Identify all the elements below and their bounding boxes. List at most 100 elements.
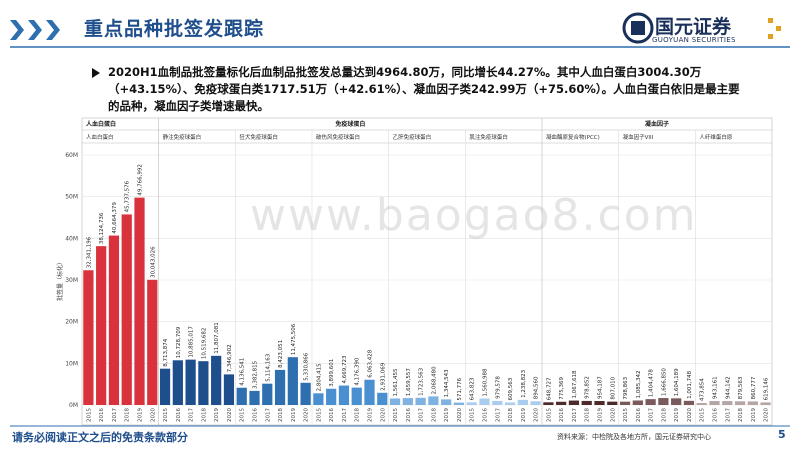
series-name: 乙肝免疫球蛋白 [393, 133, 432, 141]
x-tick-label: 2019 [444, 408, 450, 422]
series-name: 破伤风免疫球蛋白 [316, 133, 360, 141]
data-label: 8,423,051 [278, 340, 284, 368]
data-label: 894,560 [534, 376, 540, 399]
bar [159, 368, 171, 405]
bar [479, 398, 490, 405]
data-label: 6,063,428 [368, 349, 374, 377]
data-label: 798,863 [623, 376, 629, 399]
bar [619, 401, 631, 405]
bar [364, 379, 375, 405]
bar [274, 369, 286, 405]
source: 资料来源：中检院及各地方所，国元证券研究中心 [557, 433, 711, 441]
bar [211, 355, 222, 405]
bar [262, 383, 273, 405]
x-tick-label: 2018 [355, 408, 361, 422]
data-label: 978,852 [585, 376, 591, 399]
bar [83, 270, 94, 405]
data-label: 1,666,850 [661, 368, 667, 396]
bar [453, 402, 465, 405]
data-label: 1,723,563 [419, 367, 425, 395]
bar [671, 398, 682, 405]
x-tick-label: 2019 [138, 408, 144, 422]
bar [632, 400, 643, 405]
bar [760, 402, 771, 405]
x-tick-label: 2017 [649, 408, 655, 422]
x-tick-label: 2015 [623, 408, 629, 422]
bar [313, 393, 324, 405]
x-tick-label: 2020 [380, 408, 386, 422]
bar [172, 360, 183, 405]
data-label: 3,899,601 [329, 359, 335, 387]
title: 重点品种批签发跟踪 [84, 18, 265, 40]
bar [351, 387, 362, 405]
bar [338, 385, 350, 405]
x-tick-label: 2020 [610, 408, 616, 422]
x-tick-label: 2019 [674, 408, 680, 422]
bar [709, 401, 720, 405]
group-header: 免疫球蛋白 [335, 120, 365, 128]
x-tick-label: 2017 [265, 408, 271, 422]
bar [377, 392, 388, 405]
data-label: 571,776 [457, 377, 463, 400]
x-tick-label: 2017 [495, 408, 501, 422]
x-tick-label: 2018 [585, 408, 591, 422]
bar [517, 399, 528, 405]
data-label: 30,043,026 [150, 246, 156, 278]
x-tick-label: 2020 [227, 408, 233, 422]
x-tick-label: 2015 [163, 408, 169, 422]
series-name: 凝血酶原复合物(PCC) [546, 133, 600, 141]
logo-name: 国元证券 [655, 16, 732, 38]
bar [696, 403, 707, 405]
series-name: 狂犬免疫球蛋白 [239, 133, 278, 141]
y-axis-label: 批签量（标化） [56, 259, 64, 301]
logo-mark [622, 12, 654, 44]
data-label: 32,341,196 [86, 236, 92, 268]
bar [441, 399, 452, 405]
x-tick-label: 2020 [687, 408, 693, 422]
x-tick-label: 2019 [751, 408, 757, 422]
x-tick-label: 2019 [368, 408, 374, 422]
bullet [92, 68, 100, 78]
plot-frame [81, 117, 773, 426]
chevrons [10, 20, 60, 40]
bar [568, 400, 580, 405]
data-label: 11,475,506 [291, 323, 297, 355]
x-tick-label: 2017 [725, 408, 731, 422]
data-label: 1,560,988 [483, 368, 489, 396]
data-label: 643,823 [470, 377, 476, 400]
data-label: 609,563 [508, 377, 514, 400]
bar [326, 388, 337, 405]
y-tick-label: 50M [65, 194, 78, 201]
x-tick-label: 2016 [176, 408, 182, 422]
logo-dots [768, 18, 781, 39]
data-label: 10,885,017 [189, 326, 195, 358]
bar [594, 401, 605, 405]
data-label: 40,664,379 [112, 202, 118, 234]
x-tick-label: 2017 [112, 408, 118, 422]
bar [504, 402, 516, 405]
bar [415, 397, 426, 405]
x-tick-label: 2018 [278, 408, 284, 422]
data-label: 4,669,723 [342, 355, 348, 383]
x-tick-label: 2018 [661, 408, 667, 422]
summary: 2020H1血制品批签量标化后血制品批签发总量达到4964.80万，同比增长44… [108, 65, 740, 113]
x-tick-label: 2018 [125, 408, 131, 422]
x-tick-label: 2015 [86, 408, 92, 422]
data-label: 4,136,541 [240, 358, 246, 386]
bar [389, 398, 401, 405]
data-label: 10,728,709 [176, 326, 182, 358]
data-label: 944,142 [725, 376, 731, 399]
data-label: 11,807,081 [214, 322, 220, 354]
x-tick-label: 2018 [738, 408, 744, 422]
bar [645, 399, 656, 405]
group-header: 人血白蛋白 [86, 120, 116, 128]
y-tick-label: 10M [65, 360, 78, 367]
x-tick-label: 2020 [304, 408, 310, 422]
data-label: 1,001,748 [687, 370, 693, 398]
data-label: 1,561,455 [393, 368, 399, 396]
y-tick-label: 60M [65, 152, 78, 159]
bar [428, 396, 439, 405]
data-label: 2,931,069 [380, 362, 386, 390]
x-tick-label: 2015 [240, 408, 246, 422]
